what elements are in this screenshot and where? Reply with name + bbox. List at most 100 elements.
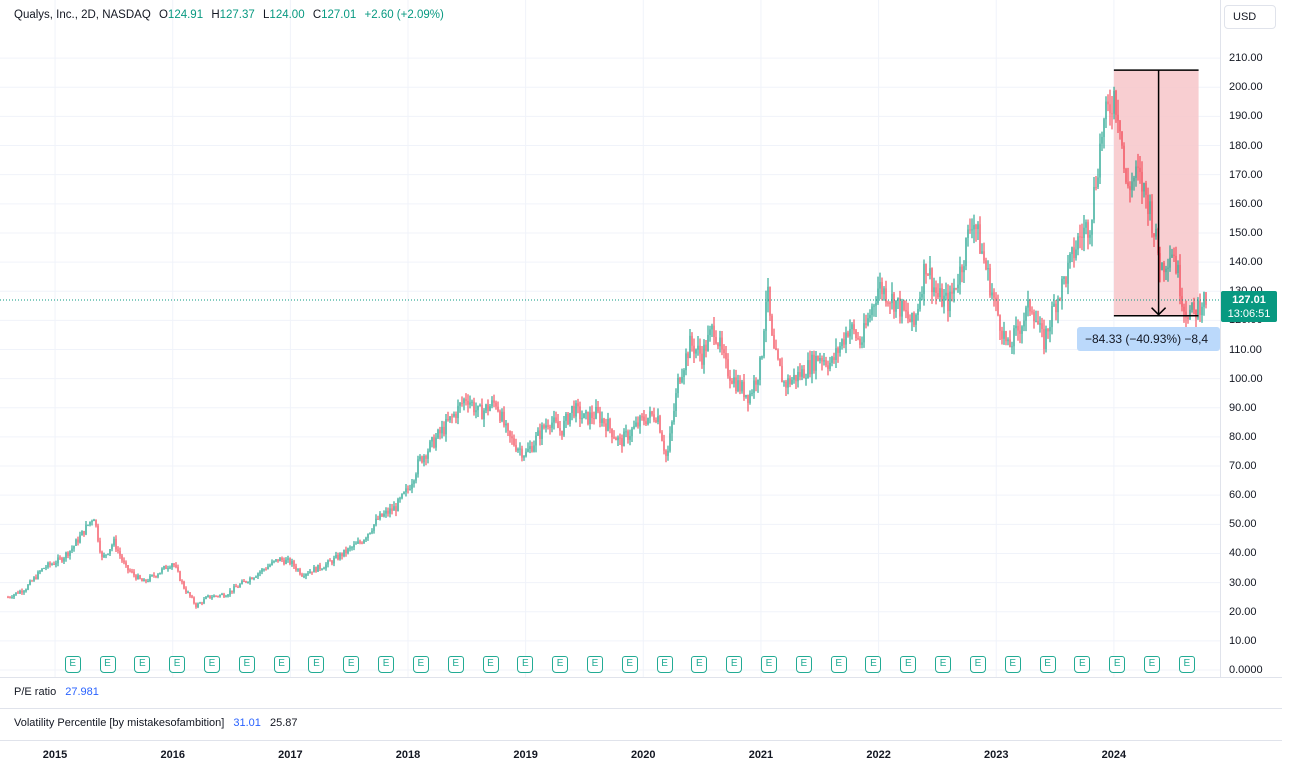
earnings-icon[interactable]: E [378,656,395,673]
candle-body [715,337,717,344]
candle-body [481,404,483,420]
earnings-icon[interactable]: E [308,656,325,673]
candle-body [259,571,261,574]
candle-body [243,580,245,582]
candle-body [297,569,299,571]
candle-body [1087,222,1089,238]
pe-ratio-pane[interactable]: P/E ratio 27.981 [0,677,1282,708]
candle-body [567,413,569,424]
earnings-icon[interactable]: E [586,656,603,673]
earnings-icon[interactable]: E [203,656,220,673]
candle-body [309,571,311,574]
candle-body [1089,234,1091,238]
earnings-icon[interactable]: E [447,656,464,673]
earnings-icon[interactable]: E [273,656,290,673]
candle-body [923,263,925,295]
candle-body [573,405,575,417]
price-tick-label: 10.00 [1229,634,1257,647]
candle-body [505,423,507,426]
earnings-icon[interactable]: E [726,656,743,673]
candle-body [957,284,959,289]
earnings-icon[interactable]: E [935,656,952,673]
earnings-icon[interactable]: E [134,656,151,673]
candle-body [703,344,705,365]
earnings-icon[interactable]: E [517,656,534,673]
candle-body [359,541,361,543]
candle-body [749,393,751,403]
earnings-icon[interactable]: E [169,656,186,673]
candle-body [433,437,435,448]
earnings-icon[interactable]: E [412,656,429,673]
candle-body [203,599,205,604]
high-label: H [211,9,220,21]
candle-body [475,410,477,413]
candle-body [1161,262,1163,271]
measure-label[interactable]: −84.33 (−40.93%) −8,4 [1077,327,1220,351]
candle-body [1035,320,1037,322]
earnings-icon[interactable]: E [621,656,638,673]
candle-body [731,380,733,384]
candle-body [193,597,195,604]
earnings-icon[interactable]: E [1144,656,1160,673]
earnings-icon[interactable]: E [656,656,673,673]
candle-body [305,573,307,577]
earnings-icon[interactable]: E [761,656,778,673]
candle-body [585,411,587,414]
earnings-icon[interactable]: E [1109,656,1126,673]
candle-body [637,422,639,427]
candle-body [343,549,345,557]
candle-body [483,410,485,420]
price-scale[interactable]: 0.0000 10.00 20.00 30.00 40.00 50.00 60.00 70.0… [1220,0,1292,677]
candle-body [453,413,455,417]
candle-body [837,348,839,353]
candle-body [7,597,9,599]
candle-body [897,298,899,301]
currency-button[interactable]: USD [1224,5,1276,29]
chart-area[interactable] [0,0,1220,677]
candle-body [769,286,771,316]
candle-body [839,346,841,353]
candle-body [743,381,745,398]
time-axis[interactable]: 2015 2016 2017 2018 2019 2020 2021 2022 2023 2024 [0,740,1282,770]
candle-body [1147,194,1149,215]
candle-body [97,525,99,541]
chart-plot[interactable] [0,0,1220,677]
year-tick-label: 2020 [631,749,656,761]
candle-body [1045,328,1047,349]
candle-body [917,308,919,315]
candle-body [367,533,369,538]
earnings-icon[interactable]: E [691,656,708,673]
earnings-icon[interactable]: E [795,656,812,673]
candle-body [773,335,775,348]
earnings-icon[interactable]: E [64,656,81,673]
candle-body [721,337,723,350]
earnings-icon[interactable]: E [552,656,569,673]
volatility-pane[interactable]: Volatility Percentile [by mistakesofambi… [0,708,1282,740]
candle-body [653,414,655,421]
earnings-icon[interactable]: E [830,656,847,673]
price-tick-label: 180.00 [1229,139,1263,152]
earnings-icon[interactable]: E [865,656,882,673]
candle-body [485,404,487,411]
price-tick-label: 140.00 [1229,256,1263,269]
earnings-icon[interactable]: E [238,656,255,673]
candle-body [529,446,531,449]
earnings-icon[interactable]: E [482,656,499,673]
earnings-icon[interactable]: E [900,656,917,673]
earnings-icon[interactable]: E [1039,656,1056,673]
earnings-icon[interactable]: E [343,656,360,673]
candle-body [1155,228,1157,237]
candle-body [623,431,625,447]
earnings-icon[interactable]: E [1074,656,1091,673]
candle-body [295,566,297,570]
candle-body [561,430,563,436]
earnings-icon[interactable]: E [1004,656,1021,673]
earnings-icon[interactable]: E [1178,656,1195,673]
earnings-icon[interactable]: E [969,656,986,673]
earnings-icon[interactable]: E [99,656,116,673]
candle-body [121,555,123,561]
candle-body [457,405,459,419]
candle-body [745,394,747,398]
candle-body [1071,247,1073,255]
candle-body [333,557,335,564]
